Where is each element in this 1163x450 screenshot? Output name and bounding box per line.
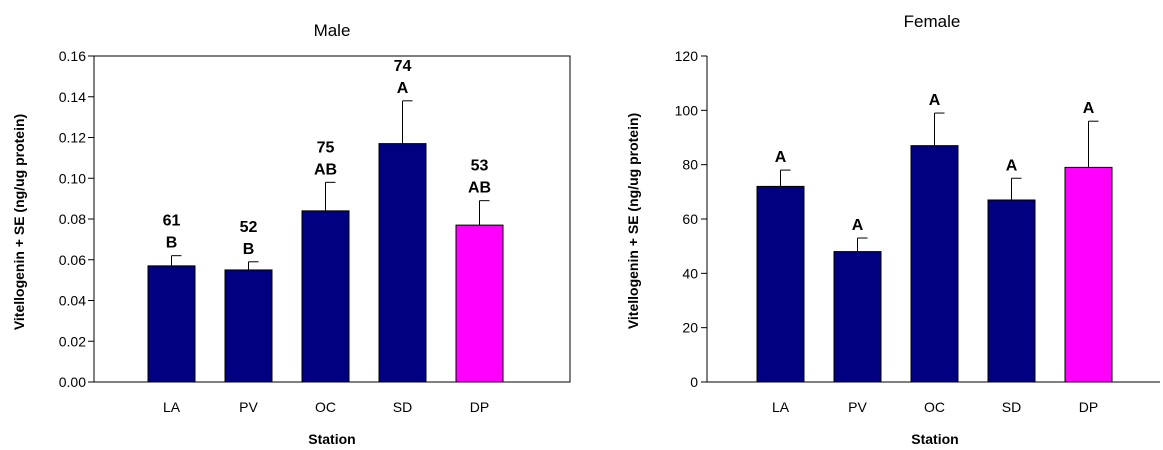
y-tick-label: 100 xyxy=(675,102,699,118)
significance-letter: A xyxy=(1006,157,1018,174)
y-tick-label: 0.16 xyxy=(59,48,86,64)
bar-dp xyxy=(1064,166,1113,383)
x-tick-label: SD xyxy=(393,399,412,415)
y-tick-label: 40 xyxy=(682,265,698,281)
x-tick-label: PV xyxy=(848,399,867,415)
bar-pv xyxy=(833,251,882,383)
y-tick-label: 0.06 xyxy=(59,252,86,268)
chart-title: Female xyxy=(904,12,961,31)
x-tick-label: OC xyxy=(315,399,336,415)
significance-letter: AB xyxy=(468,180,491,197)
x-tick-label: DP xyxy=(1079,399,1098,415)
sample-size-label: 52 xyxy=(240,219,258,236)
chart-title: Male xyxy=(314,21,351,40)
bar-pv xyxy=(224,269,273,383)
significance-letter: A xyxy=(397,80,409,97)
x-tick-label: PV xyxy=(239,399,258,415)
sample-size-label: 61 xyxy=(163,213,181,230)
male-chart-panel: Male Station Vitellogenin + SE (ng/ug pr… xyxy=(11,21,571,447)
significance-letter: A xyxy=(775,149,787,166)
y-tick-label: 0.12 xyxy=(59,130,86,146)
bar-sd xyxy=(987,199,1036,383)
significance-letter: A xyxy=(852,217,864,234)
significance-letter: B xyxy=(243,241,255,258)
y-axis-label: Vitellogenin + SE (ng/ug protein) xyxy=(625,113,641,329)
y-tick-label: 0.02 xyxy=(59,333,86,349)
x-tick-label: OC xyxy=(924,399,945,415)
sample-size-label: 74 xyxy=(394,58,412,75)
bar-oc xyxy=(910,145,959,383)
bar-oc xyxy=(301,210,350,383)
x-tick-label: LA xyxy=(772,399,790,415)
y-tick-label: 0.14 xyxy=(59,89,86,105)
significance-letter: B xyxy=(166,235,178,252)
bar-la xyxy=(147,265,196,383)
sample-size-label: 75 xyxy=(317,139,335,156)
y-tick-label: 0 xyxy=(690,374,698,390)
x-axis-label: Station xyxy=(308,431,355,447)
female-chart-panel: Female Station Vitellogenin + SE (ng/ug … xyxy=(625,12,1160,447)
significance-letter: A xyxy=(1083,100,1095,117)
bar-la xyxy=(756,185,805,383)
y-tick-label: 0.08 xyxy=(59,211,86,227)
x-tick-label: SD xyxy=(1002,399,1021,415)
y-tick-label: 20 xyxy=(682,320,698,336)
y-tick-label: 60 xyxy=(682,211,698,227)
y-tick-label: 0.00 xyxy=(59,374,86,390)
y-tick-label: 0.04 xyxy=(59,293,86,309)
significance-letter: AB xyxy=(314,161,337,178)
x-axis-label: Station xyxy=(911,431,958,447)
bar-sd xyxy=(378,143,427,383)
bar-dp xyxy=(455,224,504,383)
significance-letter: A xyxy=(929,92,941,109)
y-tick-label: 0.10 xyxy=(59,170,86,186)
y-axis-label: Vitellogenin + SE (ng/ug protein) xyxy=(11,114,27,330)
y-tick-label: 120 xyxy=(675,48,699,64)
x-tick-label: DP xyxy=(470,399,489,415)
sample-size-label: 53 xyxy=(471,158,489,175)
y-tick-label: 80 xyxy=(682,157,698,173)
x-tick-label: LA xyxy=(163,399,181,415)
